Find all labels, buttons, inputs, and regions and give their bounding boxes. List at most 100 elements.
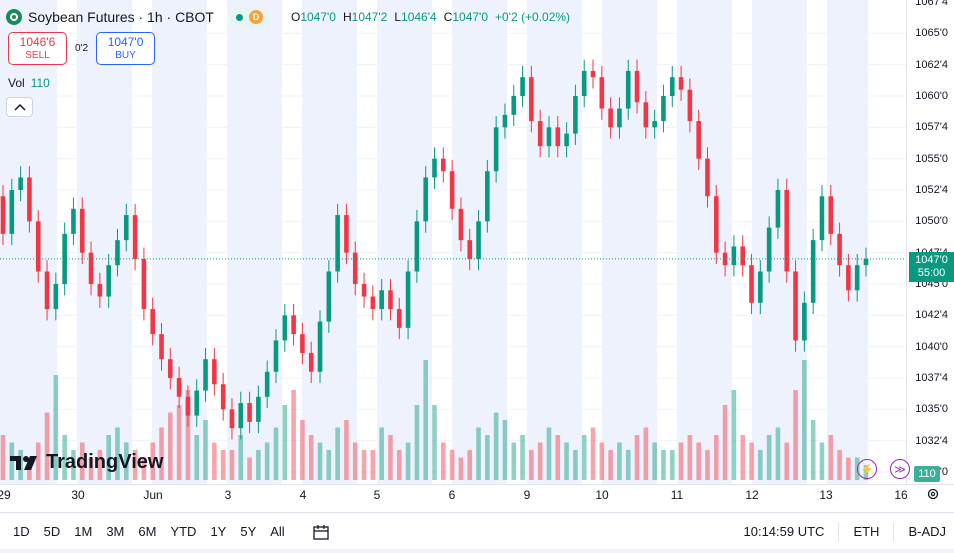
calendar-icon[interactable] [312, 523, 330, 541]
session-band [527, 0, 582, 484]
range-button-1y[interactable]: 1Y [210, 524, 227, 539]
volume-bar [176, 405, 182, 480]
buy-price: 1047'0 [107, 34, 144, 49]
volume-bar [159, 427, 164, 480]
volume-bar [9, 442, 15, 480]
range-button-6m[interactable]: 6M [138, 524, 157, 539]
range-button-3m[interactable]: 3M [106, 524, 125, 539]
candle-body [97, 284, 103, 297]
volume-bar [705, 450, 710, 480]
candle-body [511, 96, 517, 115]
volume-bar [396, 450, 402, 480]
candle-body [0, 196, 6, 234]
range-button-5y[interactable]: 5Y [240, 524, 257, 539]
ohlc-readout: O1047'0 H1047'2 L1046'4 C1047'0 +0'2 (+0… [291, 10, 570, 24]
trade-panel: 1046'6 SELL 0'2 1047'0 BUY [8, 32, 156, 65]
range-button-all[interactable]: All [270, 524, 285, 539]
volume-bar [264, 442, 270, 480]
candle-body [467, 240, 473, 259]
price-tick-label: 1040'0 [915, 340, 948, 353]
spread-value: 0'2 [75, 43, 89, 54]
candle-body [678, 77, 684, 90]
candle-body [344, 215, 349, 253]
candle-body [784, 190, 790, 272]
volume-bar [97, 450, 103, 480]
price-axis[interactable]: 1067'4 1065'0 1062'4 1060'0 1057'4 1055'0 1052… [906, 0, 954, 480]
market-open-dot-icon [235, 13, 243, 21]
session-band [0, 0, 57, 484]
volume-bar [282, 405, 288, 480]
candle-body [88, 252, 94, 284]
volume-bar [449, 450, 455, 480]
adjustment-toggle[interactable]: B-ADJ [908, 524, 946, 539]
candle-body [264, 371, 270, 397]
candle-body [229, 409, 235, 429]
tradingview-logo[interactable]: TradingView [10, 451, 163, 474]
buy-button[interactable]: 1047'0 BUY [96, 32, 156, 65]
price-chart[interactable] [0, 0, 954, 512]
candle-body [731, 246, 737, 266]
candle-body [590, 70, 596, 78]
time-tick-label: 12 [745, 488, 759, 502]
range-button-5d[interactable]: 5D [43, 524, 61, 539]
sell-button[interactable]: 1046'6 SELL [8, 32, 67, 65]
volume-bar [485, 435, 490, 480]
volume-bar [581, 435, 587, 480]
candle-body [159, 334, 164, 360]
volume-bar [467, 450, 473, 480]
volume-bar [617, 442, 622, 480]
clock[interactable]: 10:14:59 UTC [743, 524, 825, 539]
market-status-pill[interactable]: D [229, 8, 269, 26]
volume-bar [810, 420, 816, 480]
sell-price: 1046'6 [19, 34, 56, 49]
volume-legend[interactable]: Vol 110 [8, 76, 50, 90]
candle-body [722, 252, 728, 266]
volume-bar [71, 450, 76, 480]
time-tick-label: 9 [523, 488, 531, 502]
price-tick-label: 1055'0 [915, 152, 948, 165]
candle-body [828, 196, 834, 234]
range-button-ytd[interactable]: YTD [170, 524, 197, 539]
divider [893, 522, 895, 541]
volume-bar [458, 457, 464, 480]
volume-bar [802, 360, 807, 480]
change-value: +0'2 (+0.02%) [495, 10, 571, 24]
open-value: 1047'0 [300, 10, 336, 24]
candle-body [79, 208, 85, 253]
candle-body [476, 221, 481, 259]
candle-body [71, 208, 76, 234]
volume-value: 110 [30, 76, 50, 90]
candle-body [599, 77, 605, 109]
candle-body [441, 158, 446, 172]
range-button-1d[interactable]: 1D [13, 524, 30, 539]
candle-body [854, 265, 860, 291]
gear-icon[interactable] [926, 487, 940, 501]
range-selector: 1D 5D 1M 3M 6M YTD 1Y 5Y All [6, 524, 292, 539]
candle-body [766, 227, 772, 272]
scroll-to-realtime-icon[interactable]: ≫ [890, 459, 910, 479]
symbol-title[interactable]: Soybean Futures · 1h · CBOT [28, 9, 214, 25]
volume-axis-badge: 110 [914, 466, 940, 482]
range-button-1m[interactable]: 1M [74, 524, 93, 539]
volume-bar [300, 420, 305, 480]
session-band [827, 0, 868, 484]
candle-body [203, 359, 208, 391]
volume-bar [273, 427, 279, 480]
time-tick-label: 16 [894, 488, 908, 502]
candle-body [432, 158, 437, 178]
volume-bar [537, 442, 543, 480]
volume-bar [758, 450, 763, 480]
candle-body [581, 70, 587, 96]
volume-bar [308, 435, 314, 480]
session-band [377, 0, 432, 484]
volume-bar [361, 450, 367, 480]
session-band [677, 0, 732, 484]
candle-body [379, 290, 384, 310]
price-tick-label: 1057'4 [915, 121, 948, 134]
session-toggle[interactable]: ETH [853, 524, 880, 539]
collapse-legend-button[interactable] [6, 97, 33, 117]
lightning-icon[interactable]: ⚡ [857, 459, 877, 479]
delayed-badge: D [248, 10, 263, 24]
time-axis[interactable]: 29 30 Jun 3 4 5 6 9 10 11 12 13 16 [0, 484, 954, 506]
volume-bar [608, 450, 613, 480]
